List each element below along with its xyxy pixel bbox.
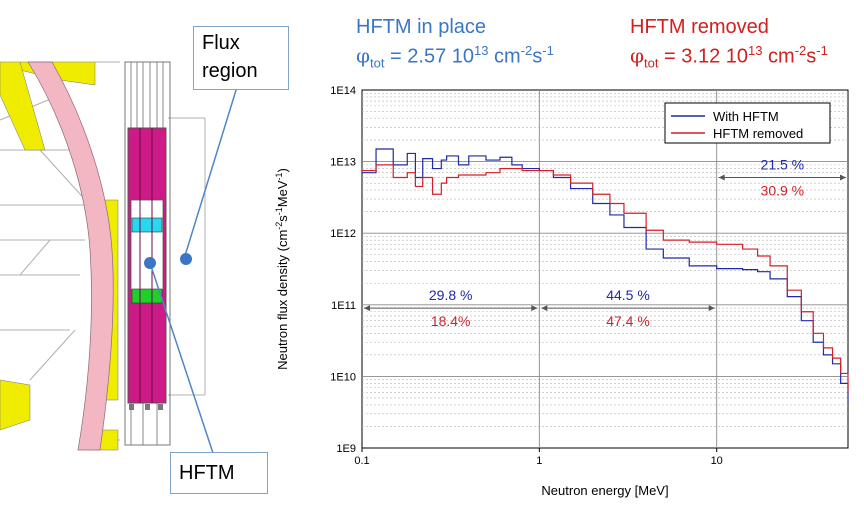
yellow-block-bottom [0,379,31,431]
neutron-flux-chart: 29.8 %18.4%44.5 %47.4 %21.5 %30.9 % 1E91… [274,85,849,498]
legend-label: HFTM removed [713,126,803,141]
module-bolts [129,404,163,410]
energy-fraction-annotations: 29.8 % 18.4% 44.5 % 47.4 % 21.5 % 30.9 % [364,156,846,329]
hftm-marker [144,257,156,269]
range-arrowhead [840,174,846,181]
y-tick-label: 1E13 [330,157,356,169]
range-arrowhead [531,305,538,312]
range-arrowhead [364,305,370,312]
y-tick-label: 1E14 [330,85,356,97]
y-axis-label-text: Neutron flux density (cm [275,230,290,370]
x-tick-label: 0.1 [354,455,369,467]
flux-region-marker [180,253,192,265]
x-axis-label: Neutron energy [MeV] [541,483,668,498]
fraction-with-hftm: 21.5 % [761,156,805,172]
legend-box [664,102,831,144]
fraction-hftm-removed: 30.9 % [761,182,805,198]
cyan-layer [131,217,163,233]
x-tick-label: 10 [711,455,723,467]
y-tick-label: 1E12 [330,228,356,240]
pink-shield-band [27,61,114,451]
y-axis-label: Neutron flux density (cm-2s-1MeV-1) [274,168,290,370]
header-removed-flux: φtot = 3.12 1013 cm-2s-1 [630,43,828,71]
range-arrowhead [708,305,715,312]
fraction-hftm-removed: 47.4 % [606,313,650,329]
hftm-callout: HFTM [170,452,268,494]
header-removed-title: HFTM removed [630,16,769,38]
geometry-schematic [0,60,268,454]
y-tick-label: 1E9 [336,443,356,455]
module-frame [124,61,171,446]
hftm-leader [149,262,214,454]
legend-label: With HFTM [713,109,779,124]
header-hftm-removed: HFTM removed φtot = 3.12 1013 cm-2s-1 [630,16,828,71]
range-arrowhead [541,305,548,312]
series-line-with-hftm [362,148,849,402]
hftm-label: HFTM [179,462,235,484]
x-tick-label: 1 [536,455,542,467]
series-lines [362,148,849,402]
fraction-hftm-removed: 18.4% [431,313,471,329]
series-line-hftm-removed [362,164,849,393]
y-tick-label: 1E11 [331,300,356,312]
header-hftm-in-place: HFTM in place φtot = 2.57 1013 cm-2s-1 [356,16,554,71]
yellow-wedge-left [0,61,46,151]
module-window [130,199,164,291]
fraction-with-hftm: 29.8 % [429,287,473,303]
flux-region-callout: Flux region [193,26,289,90]
flux-region-leader [183,86,238,260]
plot-area [361,89,849,449]
flux-region-label: Flux region [202,32,258,82]
y-tick-label: 1E10 [330,371,356,383]
range-arrowhead [718,174,725,181]
fraction-with-hftm: 44.5 % [606,287,650,303]
header-in-place-title: HFTM in place [356,16,487,38]
green-layer [131,288,163,304]
legend: With HFTM HFTM removed [664,102,831,144]
tick-labels: 1E9 1E10 1E11 1E12 1E13 1E14 0.1 1 10 [330,85,723,467]
header-in-place-flux: φtot = 2.57 1013 cm-2s-1 [356,43,554,71]
